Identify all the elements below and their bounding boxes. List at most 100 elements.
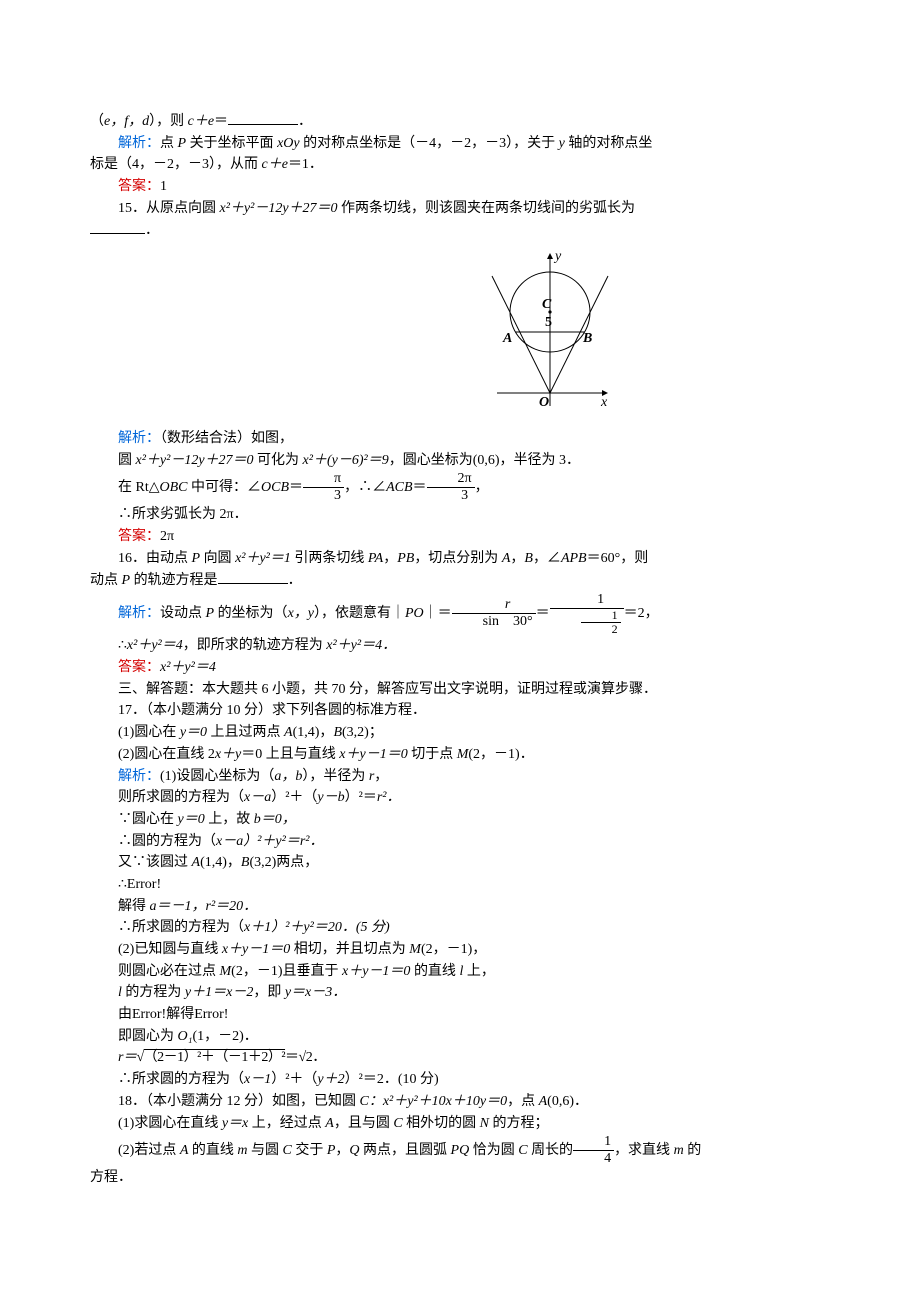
q15-jiexi3: 在 Rt△OBC 中可得：∠OCB＝π3，∴∠ACB＝2π3， [90, 471, 920, 504]
t: (1)设圆心坐标为（ [160, 769, 274, 784]
ans-label: 答案： [118, 529, 160, 544]
frac-1-4: 14 [573, 1134, 614, 1167]
q15-stem: 15．从原点向圆 x²＋y²－12y＋27＝0 作两条切线，则该圆夹在两条切线间… [90, 198, 920, 220]
n: 1 [573, 1134, 614, 1151]
t: 相外切的圆 [403, 1116, 480, 1131]
t: x²＋y²－12y＋27＝0 [136, 453, 254, 468]
t: 的坐标为（ [214, 606, 288, 621]
t: 点 [160, 136, 178, 151]
q17-head: 17．（本小题满分 10 分）求下列各圆的标准方程． [90, 700, 920, 722]
t: ， [510, 551, 524, 566]
q17-jx13: 即圆心为 O₁(1，－2)． [90, 1026, 920, 1048]
circle-tangent-figure: y x O C 5 A B [475, 246, 625, 416]
t: (1)求圆心在直线 [118, 1116, 222, 1131]
d: 4 [573, 1151, 614, 1167]
t: 关于坐标平面 [186, 136, 277, 151]
q14-paren-close: ），则 [149, 114, 188, 129]
t: y＝0 [178, 812, 205, 827]
axis-x-label: x [600, 395, 608, 410]
t: ∴圆的方程为（ [118, 834, 216, 849]
t: y＋2 [317, 1072, 344, 1087]
t: P [178, 136, 187, 151]
t: 在 Rt△ [118, 480, 160, 495]
t: ＝60°，则 [587, 551, 649, 566]
q14-ans: 答案：1 [90, 176, 920, 198]
q15-jiexi2: 圆 x²＋y²－12y＋27＝0 可化为 x²＋(y－6)²＝9，圆心坐标为(0… [90, 450, 920, 472]
jiexi-label: 解析： [118, 769, 160, 784]
t: C [393, 1116, 402, 1131]
ans-value: 2π [160, 529, 174, 544]
q14-jiexi: 解析：点 P 关于坐标平面 xOy 的对称点坐标是（－4，－2，－3），关于 y… [90, 133, 920, 155]
t: 周长的 [528, 1143, 574, 1158]
frac-pi-3: π3 [303, 471, 344, 504]
t: ＝1． [288, 157, 323, 172]
t: M [457, 747, 469, 762]
t: ）²＋y²＝r²． [243, 834, 323, 849]
t: ，且与圆 [334, 1116, 394, 1131]
t: (2，－1)且垂直于 [231, 964, 342, 979]
t: 的方程为 [122, 985, 185, 1000]
q14-vars: e，f，d [104, 114, 149, 129]
t: 恰为圆 [469, 1143, 518, 1158]
axis-y-label: y [553, 249, 562, 264]
t: ∴Error! [118, 877, 161, 892]
n: 1 [581, 609, 621, 623]
q16-stem2: 动点 P 的轨迹方程是． [90, 569, 920, 592]
q17-jx14: r＝√（2－1）²＋（－1＋2）²＝√2． [90, 1047, 920, 1069]
t: 方程． [90, 1170, 132, 1185]
t: (2，－1)． [468, 747, 533, 762]
t: ＝ [285, 1050, 299, 1065]
t: 切于点 [408, 747, 457, 762]
t: 17．（本小题满分 10 分）求下列各圆的标准方程． [118, 703, 426, 718]
t: B [333, 725, 342, 740]
t: 15．从原点向圆 [118, 201, 220, 216]
t: ＝0 上且与直线 [241, 747, 339, 762]
t: N [480, 1116, 489, 1131]
t: (2，－1)， [421, 942, 486, 957]
t: ＝ [289, 480, 303, 495]
ans-value: x²＋y²＝4 [160, 660, 216, 675]
t: r＝ [118, 1050, 136, 1065]
t: b＝0， [254, 812, 296, 827]
t: B [524, 551, 533, 566]
t: ∴所求圆的方程为（ [118, 1072, 244, 1087]
t: ， [335, 1143, 349, 1158]
q18-p2-last: 方程． [90, 1167, 920, 1189]
t: P [192, 551, 201, 566]
q15-blank-line: ． [90, 219, 920, 242]
t: x－a [216, 834, 243, 849]
t: ， [475, 480, 489, 495]
t: PB [397, 551, 414, 566]
t: ），半径为 [302, 769, 369, 784]
q18-p1: (1)求圆心在直线 y＝x 上，经过点 A，且与圆 C 相外切的圆 N 的方程； [90, 1113, 920, 1135]
t: (0,6)． [547, 1094, 588, 1109]
t: m [237, 1143, 247, 1158]
t: ACB [386, 480, 412, 495]
t: 则圆心必在过点 [118, 964, 220, 979]
frac-1-half: 112 [550, 592, 624, 635]
t: ）²＋（ [271, 790, 317, 805]
t: ）²＋（ [271, 1072, 317, 1087]
t: C [283, 1143, 292, 1158]
q17-jx12: 由Error!解得Error! [90, 1004, 920, 1026]
t: y＝0 [180, 725, 207, 740]
t: 作两条切线，则该圆夹在两条切线间的劣弧长为 [338, 201, 636, 216]
t: r²． [377, 790, 401, 805]
t: (1，－2)． [192, 1029, 257, 1044]
q16-blank [218, 569, 288, 584]
t: C [360, 1094, 369, 1109]
jiexi-label: 解析： [118, 136, 160, 151]
t: PQ [451, 1143, 470, 1158]
t: Q [349, 1143, 359, 1158]
q18-p2: (2)若过点 A 的直线 m 与圆 C 交于 P，Q 两点，且圆弧 PQ 恰为圆… [90, 1134, 920, 1167]
t: (2)已知圆与直线 [118, 942, 222, 957]
t: ． [312, 1050, 326, 1065]
q14-eq: ＝ [214, 114, 228, 129]
q16-stem: 16．由动点 P 向圆 x²＋y²＝1 引两条切线 PA，PB，切点分别为 A，… [90, 548, 920, 570]
t: 上且过两点 [207, 725, 284, 740]
t: (1,4)， [293, 725, 334, 740]
jiexi-label: 解析： [118, 606, 160, 621]
frac-half: 12 [581, 609, 621, 635]
t: 交于 [292, 1143, 327, 1158]
t: ，即所求的轨迹方程为 [183, 638, 327, 653]
